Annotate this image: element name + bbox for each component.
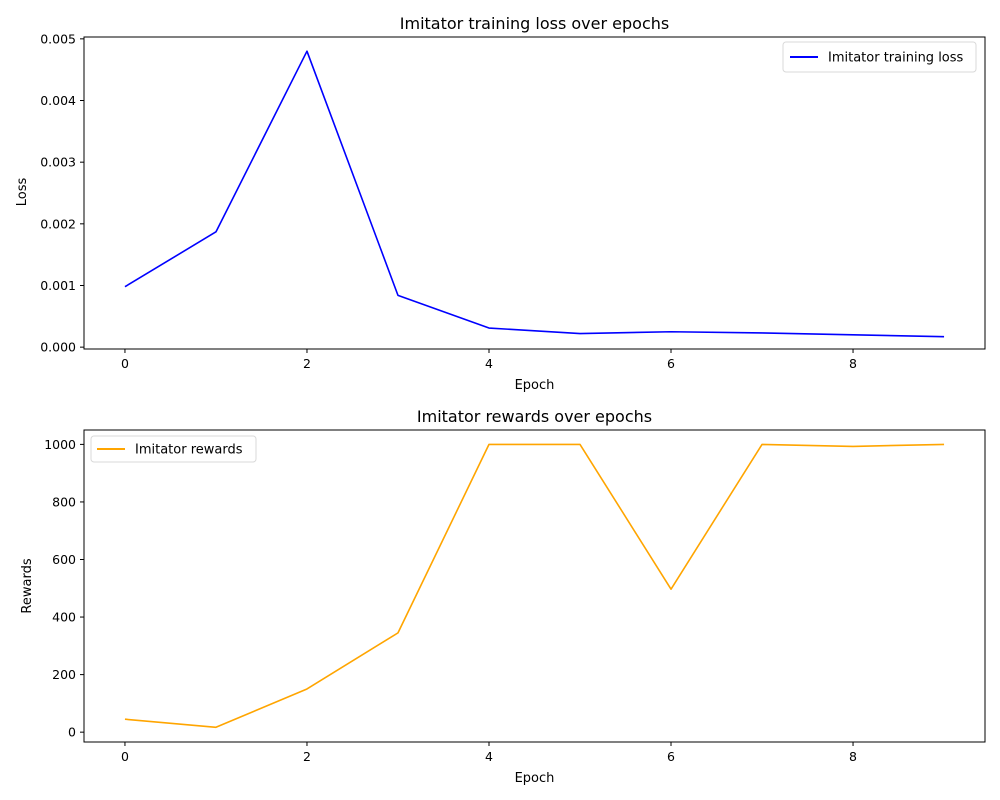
loss-chart-ytick-label: 0.001 [40,278,76,293]
rewards-chart-title: Imitator rewards over epochs [417,407,652,426]
rewards-chart-ylabel: Rewards [20,558,35,613]
loss-chart-ylabel: Loss [15,178,30,207]
rewards-chart-xtick-label: 8 [849,749,857,764]
loss-chart-ytick-label: 0.003 [40,155,76,170]
loss-chart-ytick-label: 0.004 [40,93,76,108]
loss-chart-title: Imitator training loss over epochs [400,14,669,33]
rewards-chart-legend-label: Imitator rewards [135,443,243,458]
rewards-chart-ytick-label: 1000 [44,437,76,452]
loss-chart-xtick-label: 0 [121,356,129,371]
loss-chart-xtick-label: 4 [485,356,493,371]
loss-chart: Imitator training loss over epochs Epoch… [15,14,986,393]
rewards-chart-axes-frame [83,429,986,743]
rewards-chart-ytick-label: 600 [52,552,76,567]
loss-chart-ytick-label: 0.005 [40,31,76,46]
loss-chart-series-line [124,50,945,338]
rewards-chart-legend: Imitator rewards [90,435,257,463]
loss-chart-xlabel: Epoch [515,378,555,393]
rewards-chart-legend-box [90,435,257,463]
rewards-chart-xtick-label: 6 [667,749,675,764]
loss-chart-legend-box [782,41,977,73]
rewards-chart-plot-area: 0 2 4 6 8 0 200 400 600 800 1000 [44,429,986,764]
rewards-chart: Imitator rewards over epochs Epoch Rewar… [20,407,986,786]
loss-chart-axes-frame [83,36,986,350]
rewards-chart-ytick-label: 400 [52,610,76,625]
rewards-chart-xlabel: Epoch [515,771,555,786]
rewards-chart-ytick-label: 0 [68,725,76,740]
loss-chart-ytick-label: 0.002 [40,216,76,231]
loss-chart-xtick-label: 8 [849,356,857,371]
loss-chart-xtick-label: 2 [303,356,311,371]
loss-chart-legend-label: Imitator training loss [828,51,964,66]
loss-chart-legend: Imitator training loss [782,41,977,73]
rewards-chart-ytick-label: 800 [52,494,76,509]
rewards-chart-xtick-label: 4 [485,749,493,764]
rewards-chart-ytick-label: 200 [52,667,76,682]
loss-chart-xtick-label: 6 [667,356,675,371]
rewards-chart-xtick-label: 0 [121,749,129,764]
rewards-chart-xtick-label: 2 [303,749,311,764]
rewards-chart-series-line [124,443,945,729]
loss-chart-plot-area: 0 2 4 6 8 0.000 0.001 0.002 0.003 0.004 0.005 [40,31,986,371]
loss-chart-ytick-label: 0.000 [40,340,76,355]
